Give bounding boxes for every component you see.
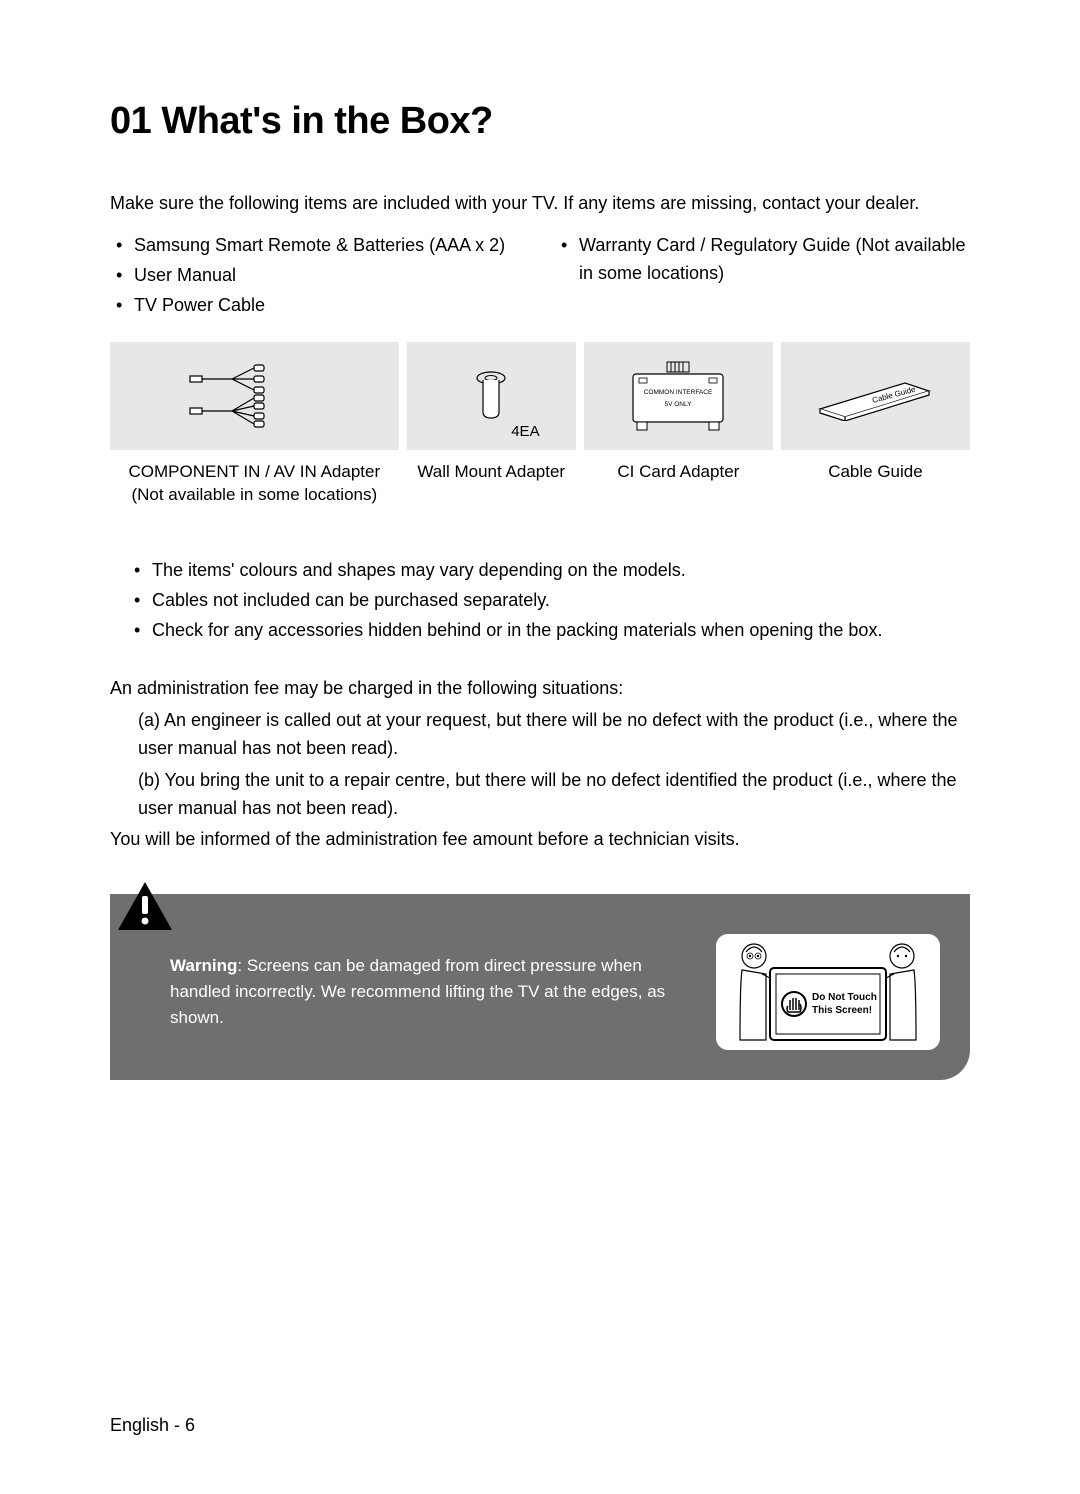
admin-fee-a: (a) An engineer is called out at your re…	[110, 707, 970, 763]
included-items-list: Samsung Smart Remote & Batteries (AAA x …	[110, 232, 970, 322]
list-item: Check for any accessories hidden behind …	[152, 617, 970, 645]
svg-text:5V ONLY: 5V ONLY	[665, 401, 693, 408]
list-item: Warranty Card / Regulatory Guide (Not av…	[579, 232, 970, 288]
svg-text:This Screen!: This Screen!	[812, 1005, 872, 1016]
caption-ci-card: CI Card Adapter	[584, 460, 773, 508]
caption-component-av: COMPONENT IN / AV IN Adapter(Not availab…	[110, 460, 399, 508]
intro-text: Make sure the following items are includ…	[110, 193, 970, 214]
cable-guide-image: Cable Guide	[781, 342, 970, 450]
admin-fee-outro: You will be informed of the administrati…	[110, 826, 970, 854]
list-item: Samsung Smart Remote & Batteries (AAA x …	[134, 232, 525, 260]
page-footer: English - 6	[110, 1415, 195, 1436]
wall-mount-qty: 4EA	[511, 423, 539, 440]
included-right-col: Warranty Card / Regulatory Guide (Not av…	[555, 232, 970, 322]
admin-fee-intro: An administration fee may be charged in …	[110, 675, 970, 703]
accessory-images-row: 4EA COMMON INTERFACE 5V ONLY Cable Guide	[110, 342, 970, 450]
warning-illustration: Do Not Touch This Screen!	[716, 934, 940, 1050]
list-item: Cables not included can be purchased sep…	[152, 587, 970, 615]
notes-list: The items' colours and shapes may vary d…	[110, 557, 970, 645]
list-item: TV Power Cable	[134, 292, 525, 320]
warning-icon	[116, 880, 174, 932]
accessory-captions-row: COMPONENT IN / AV IN Adapter(Not availab…	[110, 460, 970, 508]
svg-text:Do Not Touch: Do Not Touch	[812, 992, 877, 1003]
warning-text: Warning: Screens can be damaged from dir…	[170, 953, 696, 1032]
svg-text:COMMON INTERFACE: COMMON INTERFACE	[644, 389, 713, 396]
page-heading: 01 What's in the Box?	[110, 100, 970, 143]
warning-section: Warning: Screens can be damaged from dir…	[110, 894, 970, 1080]
caption-cable-guide: Cable Guide	[781, 460, 970, 508]
wall-mount-adapter-image: 4EA	[407, 342, 576, 450]
ci-card-adapter-image: COMMON INTERFACE 5V ONLY	[584, 342, 773, 450]
caption-wall-mount: Wall Mount Adapter	[407, 460, 576, 508]
admin-fee-b: (b) You bring the unit to a repair centr…	[110, 767, 970, 823]
component-av-adapter-image	[110, 342, 399, 450]
included-left-col: Samsung Smart Remote & Batteries (AAA x …	[110, 232, 525, 322]
list-item: The items' colours and shapes may vary d…	[152, 557, 970, 585]
list-item: User Manual	[134, 262, 525, 290]
